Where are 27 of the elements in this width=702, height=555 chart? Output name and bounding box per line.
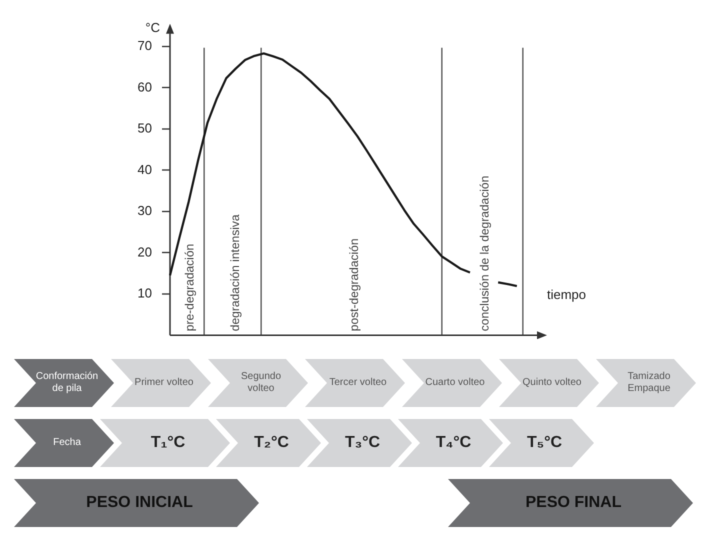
chevron-shape: Cuarto volteo	[402, 359, 502, 407]
y-tick-label: 30	[138, 203, 152, 218]
y-axis-title: °C	[145, 20, 160, 35]
chevron-shape: Primer volteo	[111, 359, 211, 407]
chevron-shape: T₄°C	[398, 419, 503, 467]
annotation: post-degradación	[346, 238, 361, 332]
y-tick-label: 40	[138, 162, 152, 177]
y-tick-label: 10	[138, 286, 152, 301]
chevron-shape: Fecha	[14, 419, 114, 467]
chevron-shape: T₃°C	[307, 419, 412, 467]
chevron-shape: Conformación de pila	[14, 359, 114, 407]
chevron-shape: T₂°C	[216, 419, 321, 467]
chevron-shape: PESO INICIAL	[14, 479, 259, 527]
annotation: conclusión de la degradación	[478, 176, 492, 332]
chevron-shape: Tamizado Empaque	[596, 359, 696, 407]
y-tick-label: 50	[138, 120, 152, 136]
y-tick-label: 60	[138, 79, 152, 94]
chevron-shape: T₅°C	[489, 419, 594, 467]
annotation: pre-degradación	[182, 244, 196, 332]
chevron-shape: Quinto volteo	[499, 359, 599, 407]
chevron-shape: Tercer volteo	[305, 359, 405, 407]
y-tick-label: 20	[138, 244, 152, 260]
chevron-shape: Segundo volteo	[208, 359, 308, 407]
text: tiempo	[547, 286, 586, 302]
y-tick-label: 70	[138, 38, 152, 54]
chevron-shape: PESO FINAL	[448, 479, 693, 527]
annotation: degradación intensiva	[228, 214, 242, 332]
